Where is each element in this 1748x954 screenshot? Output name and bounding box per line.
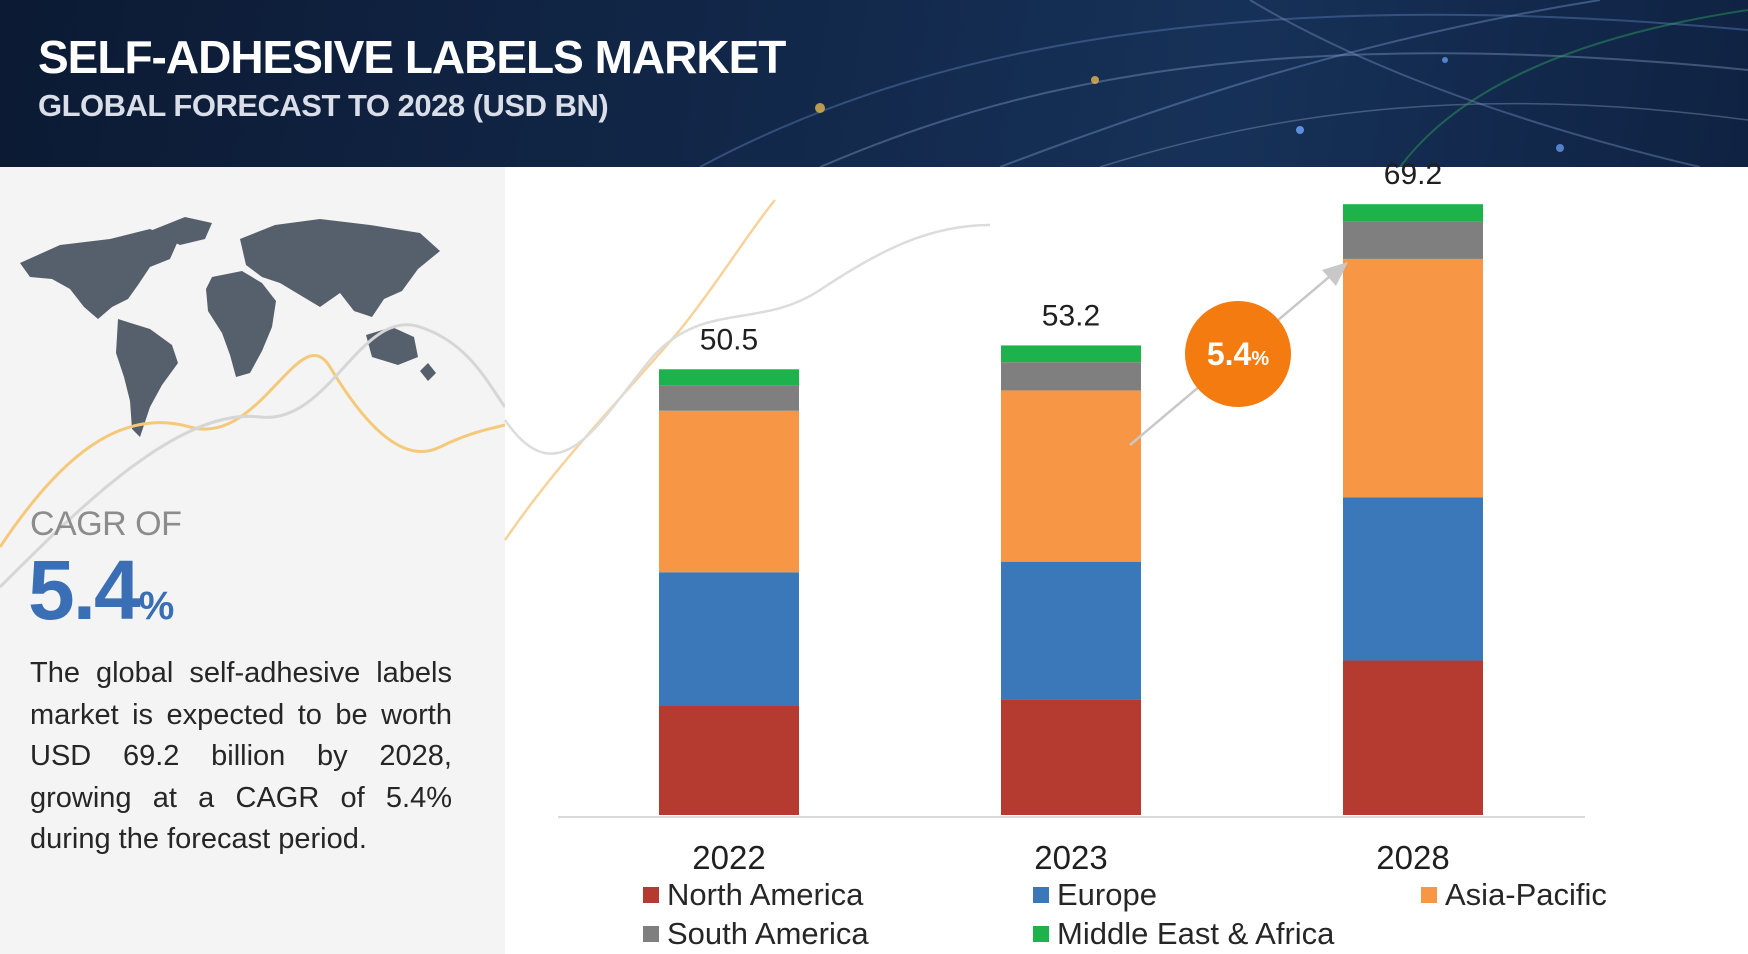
bar-2023-middle-east-africa bbox=[1001, 345, 1141, 363]
cagr-badge: 5.4% bbox=[1185, 301, 1291, 407]
bar-2028-asia-pacific bbox=[1343, 258, 1483, 498]
page-subtitle: GLOBAL FORECAST TO 2028 (USD BN) bbox=[38, 88, 609, 123]
world-map-icon bbox=[20, 217, 440, 437]
x-tick-label-2028: 2028 bbox=[1376, 839, 1449, 876]
legend-label: North America bbox=[667, 877, 864, 912]
bar-2023-south-america bbox=[1001, 362, 1141, 391]
total-label-2023: 53.2 bbox=[1042, 299, 1100, 332]
bar-2022-north-america bbox=[659, 705, 799, 815]
page-title: SELF-ADHESIVE LABELS MARKET bbox=[38, 31, 786, 83]
legend-label: Middle East & Africa bbox=[1057, 916, 1335, 951]
decorative-wave-lines bbox=[0, 323, 505, 589]
cagr-value: 5.4% bbox=[28, 542, 174, 639]
header-background-graphic bbox=[699, 0, 1748, 167]
legend-item-south-america: South America bbox=[643, 916, 869, 952]
svg-text:5.4%: 5.4% bbox=[1207, 336, 1269, 372]
legend-item-north-america: North America bbox=[643, 877, 863, 913]
legend-item-middle-east-africa: Middle East & Africa bbox=[1033, 916, 1334, 952]
x-tick-label-2023: 2023 bbox=[1034, 839, 1107, 876]
bar-2023-asia-pacific bbox=[1001, 390, 1141, 562]
legend-label: South America bbox=[667, 916, 869, 951]
x-tick-label-2022: 2022 bbox=[692, 839, 765, 876]
bar-2023-north-america bbox=[1001, 699, 1141, 815]
total-label-2028: 69.2 bbox=[1384, 158, 1442, 191]
chart-decorative-waves bbox=[503, 199, 991, 541]
legend-item-europe: Europe bbox=[1033, 877, 1157, 913]
bar-2028-europe bbox=[1343, 497, 1483, 661]
market-description: The global self-adhesive labels market i… bbox=[30, 657, 452, 855]
legend-swatch bbox=[1033, 887, 1049, 903]
total-label-2022: 50.5 bbox=[700, 323, 758, 356]
bar-2028-south-america bbox=[1343, 221, 1483, 259]
badge-percent: % bbox=[1251, 348, 1269, 370]
legend-label: Europe bbox=[1057, 877, 1157, 912]
header-banner: SELF-ADHESIVE LABELS MARKET GLOBAL FOREC… bbox=[0, 0, 1748, 167]
bar-2028-north-america bbox=[1343, 660, 1483, 815]
legend-swatch bbox=[1033, 926, 1049, 942]
cagr-label: CAGR OF bbox=[30, 505, 182, 543]
cagr-number: 5.4 bbox=[28, 543, 141, 637]
bars-layer: 50.5 2022 53.2 2023 69.2 2028 bbox=[659, 158, 1483, 876]
bar-2022-europe bbox=[659, 572, 799, 706]
bar-2028-middle-east-africa bbox=[1343, 204, 1483, 222]
left-summary-panel: CAGR OF 5.4% The global self-adhesive la… bbox=[0, 167, 505, 954]
legend-label: Asia-Pacific bbox=[1445, 877, 1607, 912]
legend-item-asia-pacific: Asia-Pacific bbox=[1421, 877, 1607, 913]
legend-swatch bbox=[643, 887, 659, 903]
legend-swatch bbox=[643, 926, 659, 942]
badge-number: 5.4 bbox=[1207, 336, 1252, 372]
bar-2022-asia-pacific bbox=[659, 410, 799, 573]
bar-2022-south-america bbox=[659, 385, 799, 411]
bar-2023-europe bbox=[1001, 561, 1141, 700]
legend-swatch bbox=[1421, 887, 1437, 903]
cagr-percent-sign: % bbox=[138, 584, 175, 628]
bar-2022-middle-east-africa bbox=[659, 369, 799, 386]
